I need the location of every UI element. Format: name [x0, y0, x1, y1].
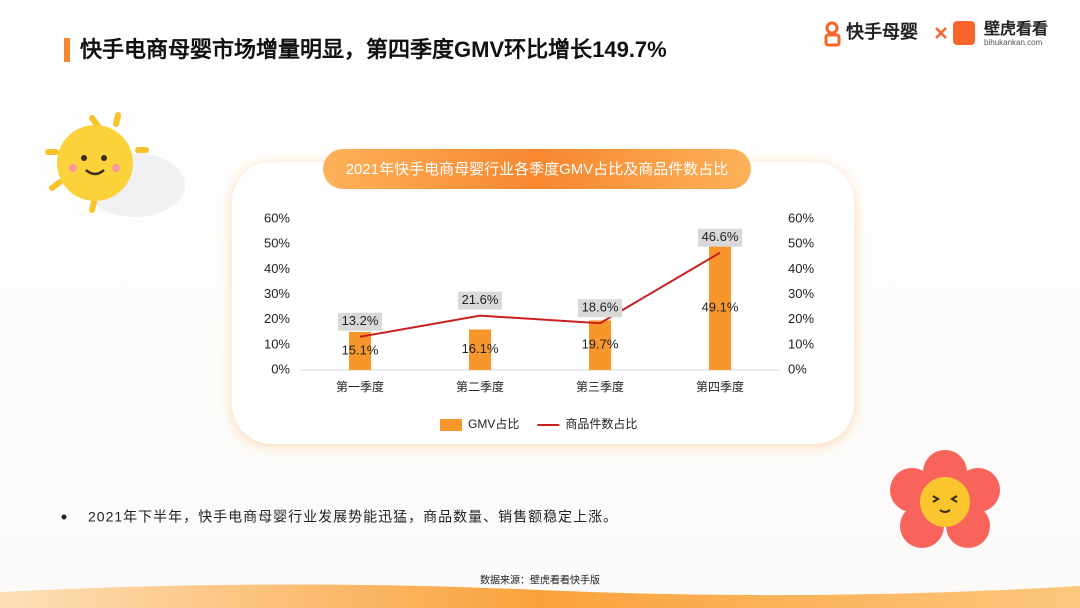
y-tick-label: 40% — [264, 261, 290, 276]
x-tick-label: 第四季度 — [696, 379, 744, 394]
sun-decoration — [45, 112, 185, 217]
brand-logo: 快手母婴 壁虎看看 bihukankan.com — [824, 19, 1048, 47]
x-tick-label: 第三季度 — [576, 379, 624, 394]
x-tick-label: 第一季度 — [336, 379, 384, 394]
bar — [469, 329, 491, 370]
source-note: 数据来源：壁虎看看快手版 — [480, 574, 600, 587]
y-tick-label: 0% — [271, 361, 290, 376]
y2-tick-label: 40% — [788, 261, 814, 276]
line-value-label: 18.6% — [582, 300, 619, 315]
y-tick-label: 60% — [264, 210, 290, 225]
bottom-wave — [0, 584, 1080, 608]
flower-decoration — [890, 450, 1000, 548]
page-title: 快手电商母婴市场增量明显，第四季度GMV环比增长149.7% — [80, 37, 667, 62]
line-label-box — [338, 312, 382, 331]
chart-title-pill — [323, 149, 751, 189]
line-label-box — [698, 228, 742, 247]
legend-swatch — [440, 419, 462, 431]
bar-value-label: 16.1% — [462, 341, 499, 356]
bar-value-label: 19.7% — [582, 337, 619, 352]
chart-card — [232, 162, 854, 444]
title-accent — [64, 38, 70, 62]
y-tick-label: 20% — [264, 311, 290, 326]
line — [359, 251, 721, 338]
line-label-box — [458, 291, 502, 310]
bar — [709, 246, 731, 370]
bar — [589, 320, 611, 370]
line-value-label: 13.2% — [342, 313, 379, 328]
bar-value-label: 49.1% — [702, 300, 739, 315]
y2-tick-label: 10% — [788, 336, 814, 351]
bullet-text: 2021年下半年，快手电商母婴行业发展势能迅猛，商品数量、销售额稳定上涨。 — [88, 509, 618, 525]
bullet-dot — [61, 514, 67, 520]
partner-name: 壁虎看看 — [984, 19, 1048, 38]
y2-tick-label: 0% — [788, 361, 807, 376]
x-tick-label: 第二季度 — [456, 379, 504, 394]
line-label-box — [578, 299, 622, 318]
bar — [349, 331, 371, 370]
y-tick-label: 30% — [264, 286, 290, 301]
y-tick-label: 50% — [264, 236, 290, 251]
y-tick-label: 10% — [264, 336, 290, 351]
chart-title: 2021年快手电商母婴行业各季度GMV占比及商品件数占比 — [346, 161, 729, 178]
y2-tick-label: 50% — [788, 236, 814, 251]
legend-label: GMV占比 — [468, 416, 519, 431]
brand-name: 快手母婴 — [846, 21, 918, 42]
legend-label: 商品件数占比 — [565, 416, 637, 431]
y2-tick-label: 60% — [788, 210, 814, 225]
line-value-label: 21.6% — [462, 292, 499, 307]
line-value-label: 46.6% — [702, 229, 739, 244]
bar-value-label: 15.1% — [342, 342, 379, 357]
chart: 0% 10% 20% 30% 40% 50% 60% 0% 10% 20% 30% 40% 50% 60%… — [264, 210, 814, 431]
y2-tick-label: 30% — [788, 286, 814, 301]
y2-tick-label: 20% — [788, 311, 814, 326]
partner-url: bihukankan.com — [984, 38, 1043, 47]
